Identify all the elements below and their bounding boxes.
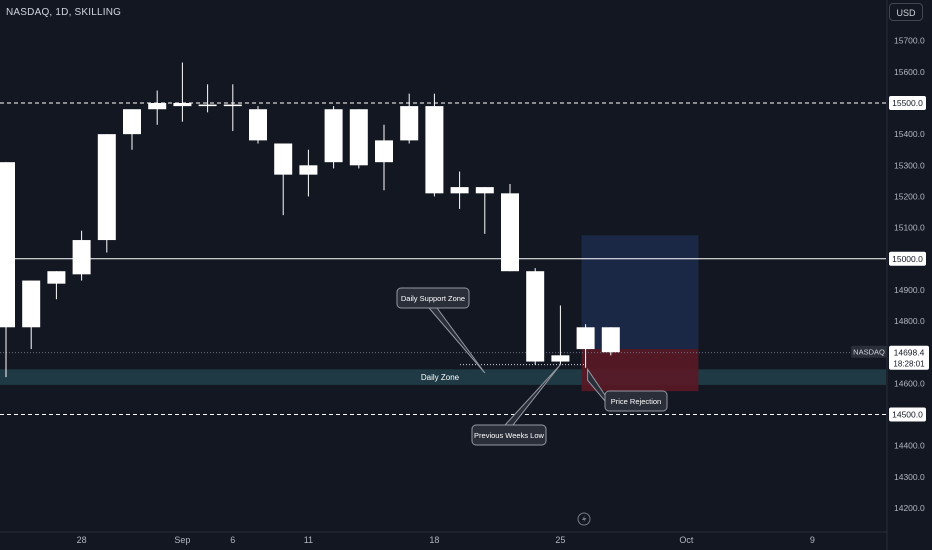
current-price-countdown: 18:28:01: [893, 360, 925, 369]
candle-body: [249, 109, 267, 141]
candle-body: [400, 106, 419, 141]
x-tick-label: Sep: [174, 535, 190, 545]
level-price-tag-text: 15000.0: [892, 254, 923, 264]
y-tick-label: 14800.0: [894, 316, 925, 326]
callout-box: [471, 424, 547, 446]
callout-pointer: [427, 307, 486, 374]
daily-zone-label: Daily Zone: [421, 373, 460, 382]
candle-body: [198, 104, 217, 107]
candle-body: [601, 327, 620, 353]
symbol-info: NASDAQ, 1D, SKILLING: [6, 7, 122, 18]
current-price-tag: [889, 345, 929, 370]
candle-body: [123, 109, 141, 135]
level-price-tag-text: 15500.0: [892, 98, 923, 108]
lightning-icon[interactable]: [577, 512, 591, 526]
y-tick-label: 14400.0: [894, 441, 925, 451]
candle-body: [324, 109, 343, 163]
level-price-tag: [889, 251, 926, 266]
x-tick-label: Oct: [679, 535, 694, 545]
candle-body: [501, 193, 519, 272]
x-tick-label: 18: [429, 535, 439, 545]
candle-body: [223, 104, 242, 107]
x-tick-label: 11: [304, 535, 313, 545]
y-tick-label: 15700.0: [894, 36, 925, 46]
candle-body: [450, 187, 469, 194]
symbol-price-label-text: NASDAQ: [853, 348, 885, 357]
level-price-tag-text: 14500.0: [892, 410, 923, 420]
x-tick-label: 9: [810, 535, 815, 545]
candle-body: [551, 355, 570, 362]
target-zone: [581, 235, 699, 350]
candle-body: [576, 327, 595, 350]
y-tick-label: 15600.0: [894, 67, 925, 77]
candle-body: [475, 187, 494, 194]
candle-body: [299, 165, 318, 175]
candle-body: [47, 271, 66, 284]
candle-body: [173, 103, 192, 107]
y-tick-label: 15400.0: [894, 129, 925, 139]
y-tick-label: 14600.0: [894, 378, 925, 388]
callout-box: [604, 390, 668, 412]
symbol-price-label: [851, 345, 887, 358]
y-tick-label: 15200.0: [894, 191, 925, 201]
current-price-value: 14698.4: [894, 348, 925, 358]
y-tick-label: 15300.0: [894, 160, 925, 170]
y-tick-label: 14900.0: [894, 285, 925, 295]
callout-box: [396, 287, 470, 309]
candle-body: [97, 134, 116, 241]
x-tick-label: 28: [77, 535, 87, 545]
candle-body: [72, 240, 91, 275]
candle-body: [375, 140, 393, 163]
x-tick-label: 6: [230, 535, 235, 545]
candle-body: [148, 103, 167, 110]
candle-body: [274, 143, 293, 175]
level-price-tag: [889, 407, 926, 422]
callout-text: Price Rejection: [611, 397, 661, 406]
callout-text: Previous Weeks Low: [474, 431, 544, 440]
candle-body: [0, 162, 15, 328]
y-tick-label: 14300.0: [894, 472, 925, 482]
candle-body: [22, 280, 41, 328]
callout-text: Daily Support Zone: [401, 294, 465, 303]
y-tick-label: 15100.0: [894, 223, 925, 233]
level-price-tag: [889, 96, 926, 110]
candle-body: [425, 106, 444, 194]
candle-body: [349, 109, 368, 166]
candle-body: [526, 271, 545, 362]
currency-button[interactable]: USD: [889, 3, 923, 21]
y-tick-label: 14200.0: [894, 503, 925, 513]
stop-zone: [581, 349, 699, 392]
x-tick-label: 25: [555, 535, 565, 545]
